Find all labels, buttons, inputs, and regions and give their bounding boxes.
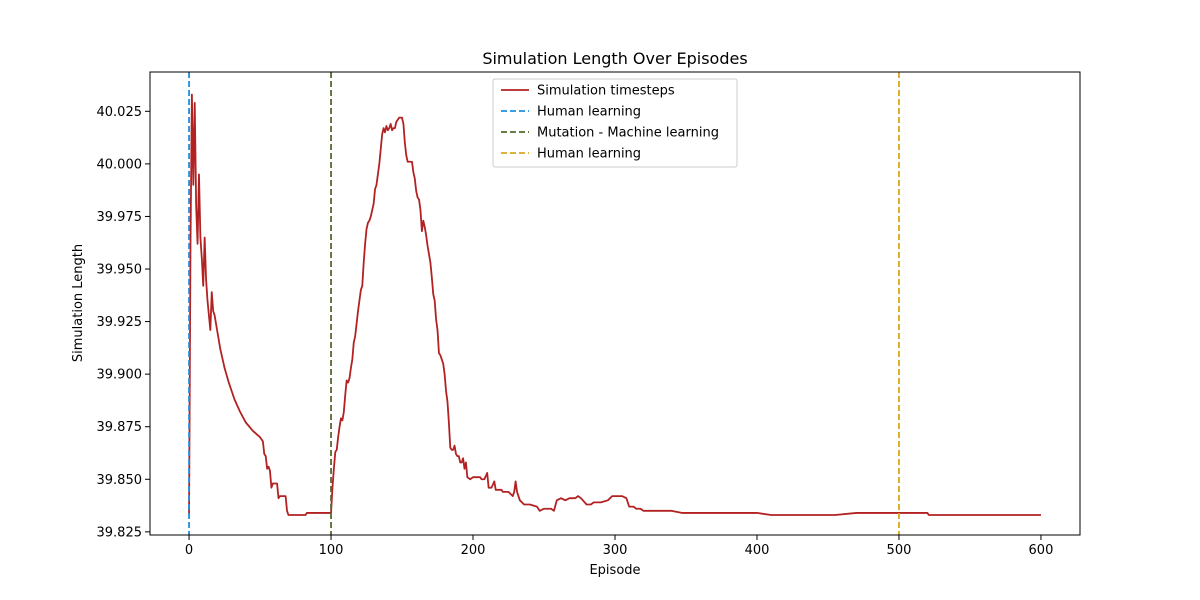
legend-box: [492, 78, 738, 168]
y-tick-label: 39.850: [97, 473, 143, 488]
x-axis-label: Episode: [589, 563, 640, 578]
y-tick-label: 39.925: [97, 315, 143, 330]
x-tick-label: 0: [185, 543, 193, 558]
y-axis-label: Simulation Length: [71, 244, 86, 362]
x-tick-label: 300: [603, 543, 628, 558]
y-tick-label: 39.975: [97, 210, 143, 225]
y-tick-label: 39.875: [97, 420, 143, 435]
x-tick-label: 400: [745, 543, 770, 558]
legend: Simulation timesteps Human learning Mutati…: [492, 78, 738, 168]
y-tick-label: 40.000: [97, 157, 143, 172]
legend-label: Simulation timesteps: [537, 84, 675, 99]
y-tick-label: 39.950: [97, 263, 143, 278]
legend-label: Human learning: [537, 147, 641, 162]
y-axis: 39.825 39.850 39.875 39.900 39.925 39.950 39.9…: [97, 105, 150, 540]
y-tick-label: 39.900: [97, 368, 143, 383]
legend-label: Human learning: [537, 105, 641, 120]
x-tick-label: 100: [319, 543, 344, 558]
x-tick-label: 500: [887, 543, 912, 558]
y-tick-label: 39.825: [97, 525, 143, 540]
x-axis: 0 100 200 300 400 500 600: [185, 535, 1053, 558]
plot-lines: [188, 72, 1041, 535]
y-tick-label: 40.025: [97, 105, 143, 120]
x-tick-label: 600: [1029, 543, 1054, 558]
x-tick-label: 200: [461, 543, 486, 558]
chart-title: Simulation Length Over Episodes: [482, 49, 747, 68]
legend-label: Mutation - Machine learning: [537, 126, 719, 141]
series-line-simulation-timesteps: [188, 93, 1041, 516]
